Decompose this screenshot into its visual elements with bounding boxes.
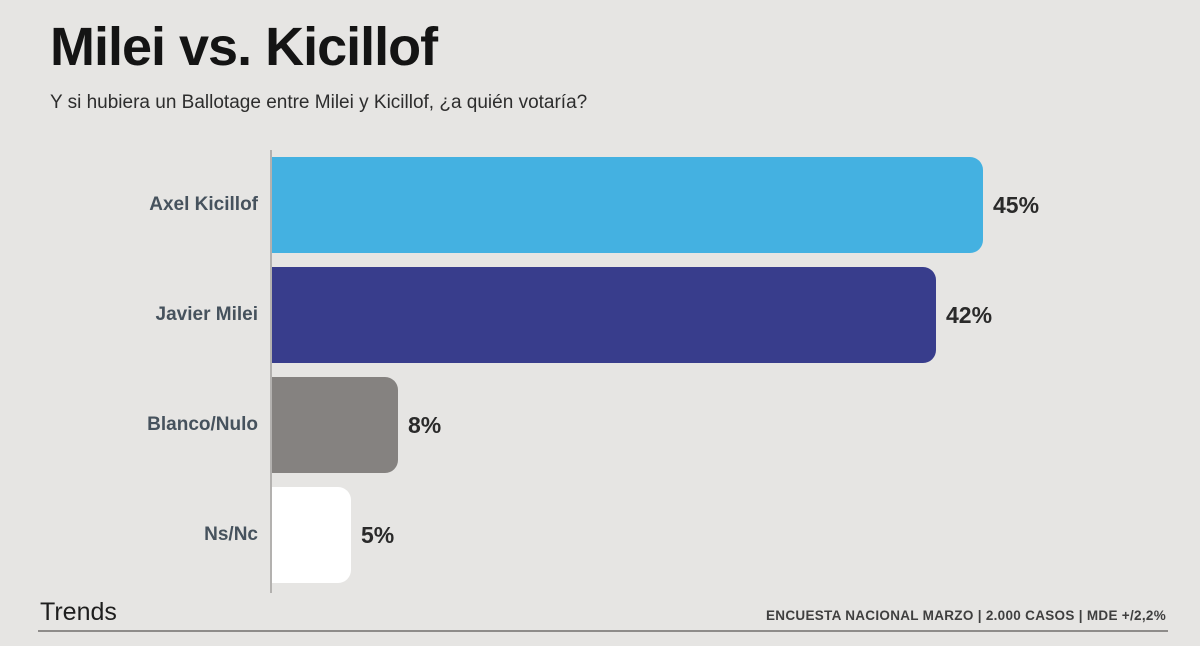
value-label: 42%: [946, 301, 993, 328]
value-label: 45%: [993, 191, 1040, 218]
value-label: 5%: [361, 521, 395, 548]
bar-segment: [272, 267, 936, 363]
y-axis-line: [270, 150, 272, 593]
bar-segment: [272, 487, 351, 583]
category-label: Blanco/Nulo: [147, 414, 258, 435]
category-label: Javier Milei: [155, 304, 258, 325]
bar-row: Axel Kicillof 45%: [0, 157, 1200, 253]
category-label: Axel Kicillof: [149, 194, 258, 215]
footer-divider-line: [38, 630, 1168, 632]
bar-row: Blanco/Nulo 8%: [0, 377, 1200, 473]
bar-row: Javier Milei 42%: [0, 267, 1200, 363]
brand-logo-text: Trends: [40, 598, 117, 626]
bar-row: Ns/Nc 5%: [0, 487, 1200, 583]
poll-question: Y si hubiera un Ballotage entre Milei y …: [50, 92, 588, 113]
value-label: 8%: [408, 411, 442, 438]
survey-source-note: ENCUESTA NACIONAL MARZO | 2.000 CASOS | …: [766, 608, 1166, 623]
bar-segment: [272, 157, 983, 253]
page-title: Milei vs. Kicillof: [50, 17, 438, 77]
bar-segment: [272, 377, 398, 473]
category-label: Ns/Nc: [204, 524, 258, 545]
